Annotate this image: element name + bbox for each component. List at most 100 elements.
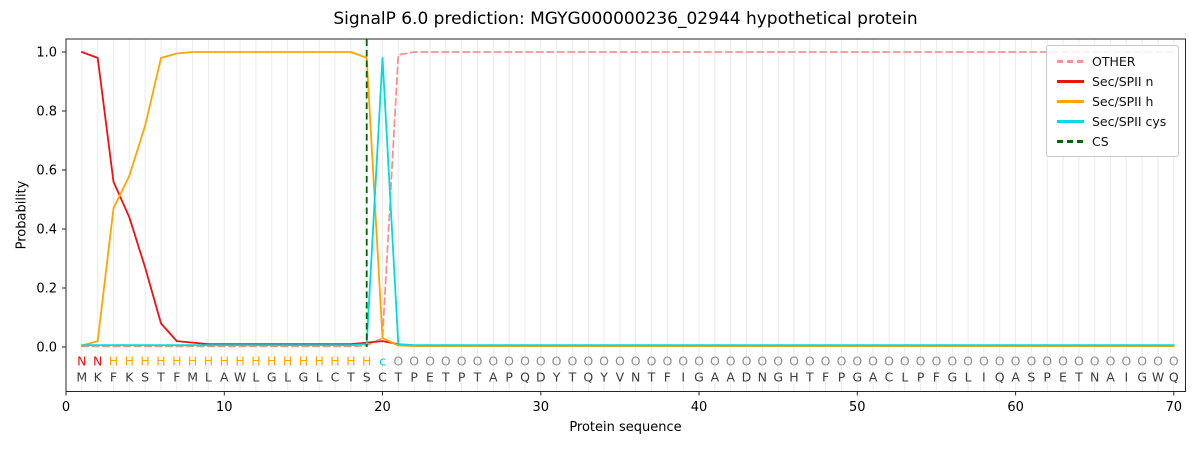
sequence-letter: G <box>299 370 309 385</box>
region-label: H <box>314 354 323 369</box>
sequence-letter: G <box>267 370 277 385</box>
sequence-letter: T <box>473 370 482 385</box>
sequence-letter: S <box>141 370 149 385</box>
series-line-sec-spii-cys <box>80 57 1175 347</box>
region-label: O <box>884 354 894 369</box>
region-label: O <box>536 354 546 369</box>
sequence-letter: Y <box>599 370 608 385</box>
region-label: O <box>868 354 878 369</box>
region-label: O <box>504 354 514 369</box>
sequence-letter: T <box>805 370 814 385</box>
legend-swatch <box>1057 139 1084 143</box>
region-label: N <box>93 354 102 369</box>
region-label: H <box>330 354 339 369</box>
x-axis-label: Protein sequence <box>569 420 682 435</box>
legend-swatch <box>1057 119 1084 123</box>
region-label: O <box>742 354 752 369</box>
series-line-sec-spii-n <box>80 51 1175 347</box>
sequence-letter: N <box>631 370 640 385</box>
region-label: O <box>662 354 672 369</box>
region-label: O <box>425 354 435 369</box>
sequence-letter: Q <box>583 370 593 385</box>
region-label: O <box>441 354 451 369</box>
region-label: O <box>821 354 831 369</box>
region-label: O <box>1026 354 1036 369</box>
y-tick-label: 0.0 <box>36 341 57 356</box>
region-label: O <box>710 354 720 369</box>
region-label: O <box>473 354 483 369</box>
sequence-letter: D <box>742 370 752 385</box>
sequence-letter: A <box>1106 370 1115 385</box>
sequence-letter: N <box>1090 370 1099 385</box>
x-tick-label: 30 <box>533 400 550 415</box>
sequence-letter: A <box>489 370 498 385</box>
sequence-letter: L <box>965 370 972 385</box>
sequence-letter: C <box>331 370 340 385</box>
region-label: H <box>220 354 229 369</box>
sequence-letter: C <box>378 370 387 385</box>
region-label: O <box>615 354 625 369</box>
sequence-letter: T <box>647 370 656 385</box>
region-label: O <box>726 354 736 369</box>
y-tick-label: 0.6 <box>36 164 57 179</box>
region-label: O <box>963 354 973 369</box>
legend-item-sec-spii-h: Sec/SPII h <box>1057 93 1168 109</box>
sequence-letter: L <box>205 370 212 385</box>
sequence-letter: A <box>726 370 735 385</box>
y-tick-label: 0.8 <box>36 105 57 120</box>
sequence-letter: F <box>664 370 671 385</box>
region-label: O <box>1106 354 1116 369</box>
region-label: H <box>267 354 276 369</box>
region-label: O <box>1137 354 1147 369</box>
legend-swatch <box>1057 79 1084 83</box>
region-label: O <box>457 354 467 369</box>
sequence-letter: L <box>252 370 259 385</box>
y-tick-label: 0.2 <box>36 282 57 297</box>
sequence-letter: I <box>982 370 986 385</box>
region-label: O <box>599 354 609 369</box>
sequence-letter: K <box>125 370 134 385</box>
sequence-letter: A <box>220 370 229 385</box>
region-label: O <box>757 354 767 369</box>
plot-border <box>65 38 1186 392</box>
region-label: H <box>251 354 260 369</box>
legend-swatch <box>1057 59 1084 63</box>
region-label: O <box>1042 354 1052 369</box>
region-label: O <box>488 354 498 369</box>
region-label: N <box>77 354 86 369</box>
region-label: O <box>852 354 862 369</box>
region-label: O <box>931 354 941 369</box>
sequence-letter: G <box>852 370 862 385</box>
region-label: O <box>789 354 799 369</box>
series-line-other <box>80 51 1175 348</box>
legend-item-sec-spii-n: Sec/SPII n <box>1057 73 1168 89</box>
region-label: H <box>299 354 308 369</box>
sequence-letter: L <box>901 370 908 385</box>
region-label: O <box>1169 354 1179 369</box>
sequence-letter: G <box>773 370 783 385</box>
region-label: O <box>979 354 989 369</box>
x-tick-label: 60 <box>1007 400 1024 415</box>
sequence-letter: Y <box>552 370 561 385</box>
region-label: O <box>583 354 593 369</box>
legend-item-cs: CS <box>1057 133 1168 149</box>
sequence-letter: M <box>76 370 87 385</box>
sequence-letter: I <box>1124 370 1128 385</box>
region-label: c <box>379 354 386 369</box>
legend-swatch <box>1057 99 1084 103</box>
region-label: O <box>1121 354 1131 369</box>
sequence-letter: I <box>681 370 685 385</box>
legend-item-other: OTHER <box>1057 53 1168 69</box>
x-tick-label: 10 <box>216 400 233 415</box>
sequence-letter: N <box>758 370 767 385</box>
x-tick-label: 0 <box>62 400 70 415</box>
region-label: O <box>631 354 641 369</box>
legend-label: OTHER <box>1092 53 1136 69</box>
region-label: H <box>204 354 213 369</box>
sequence-letter: F <box>173 370 180 385</box>
region-label: O <box>694 354 704 369</box>
region-label: O <box>409 354 419 369</box>
legend-label: Sec/SPII cys <box>1092 113 1167 129</box>
sequence-letter: G <box>947 370 957 385</box>
